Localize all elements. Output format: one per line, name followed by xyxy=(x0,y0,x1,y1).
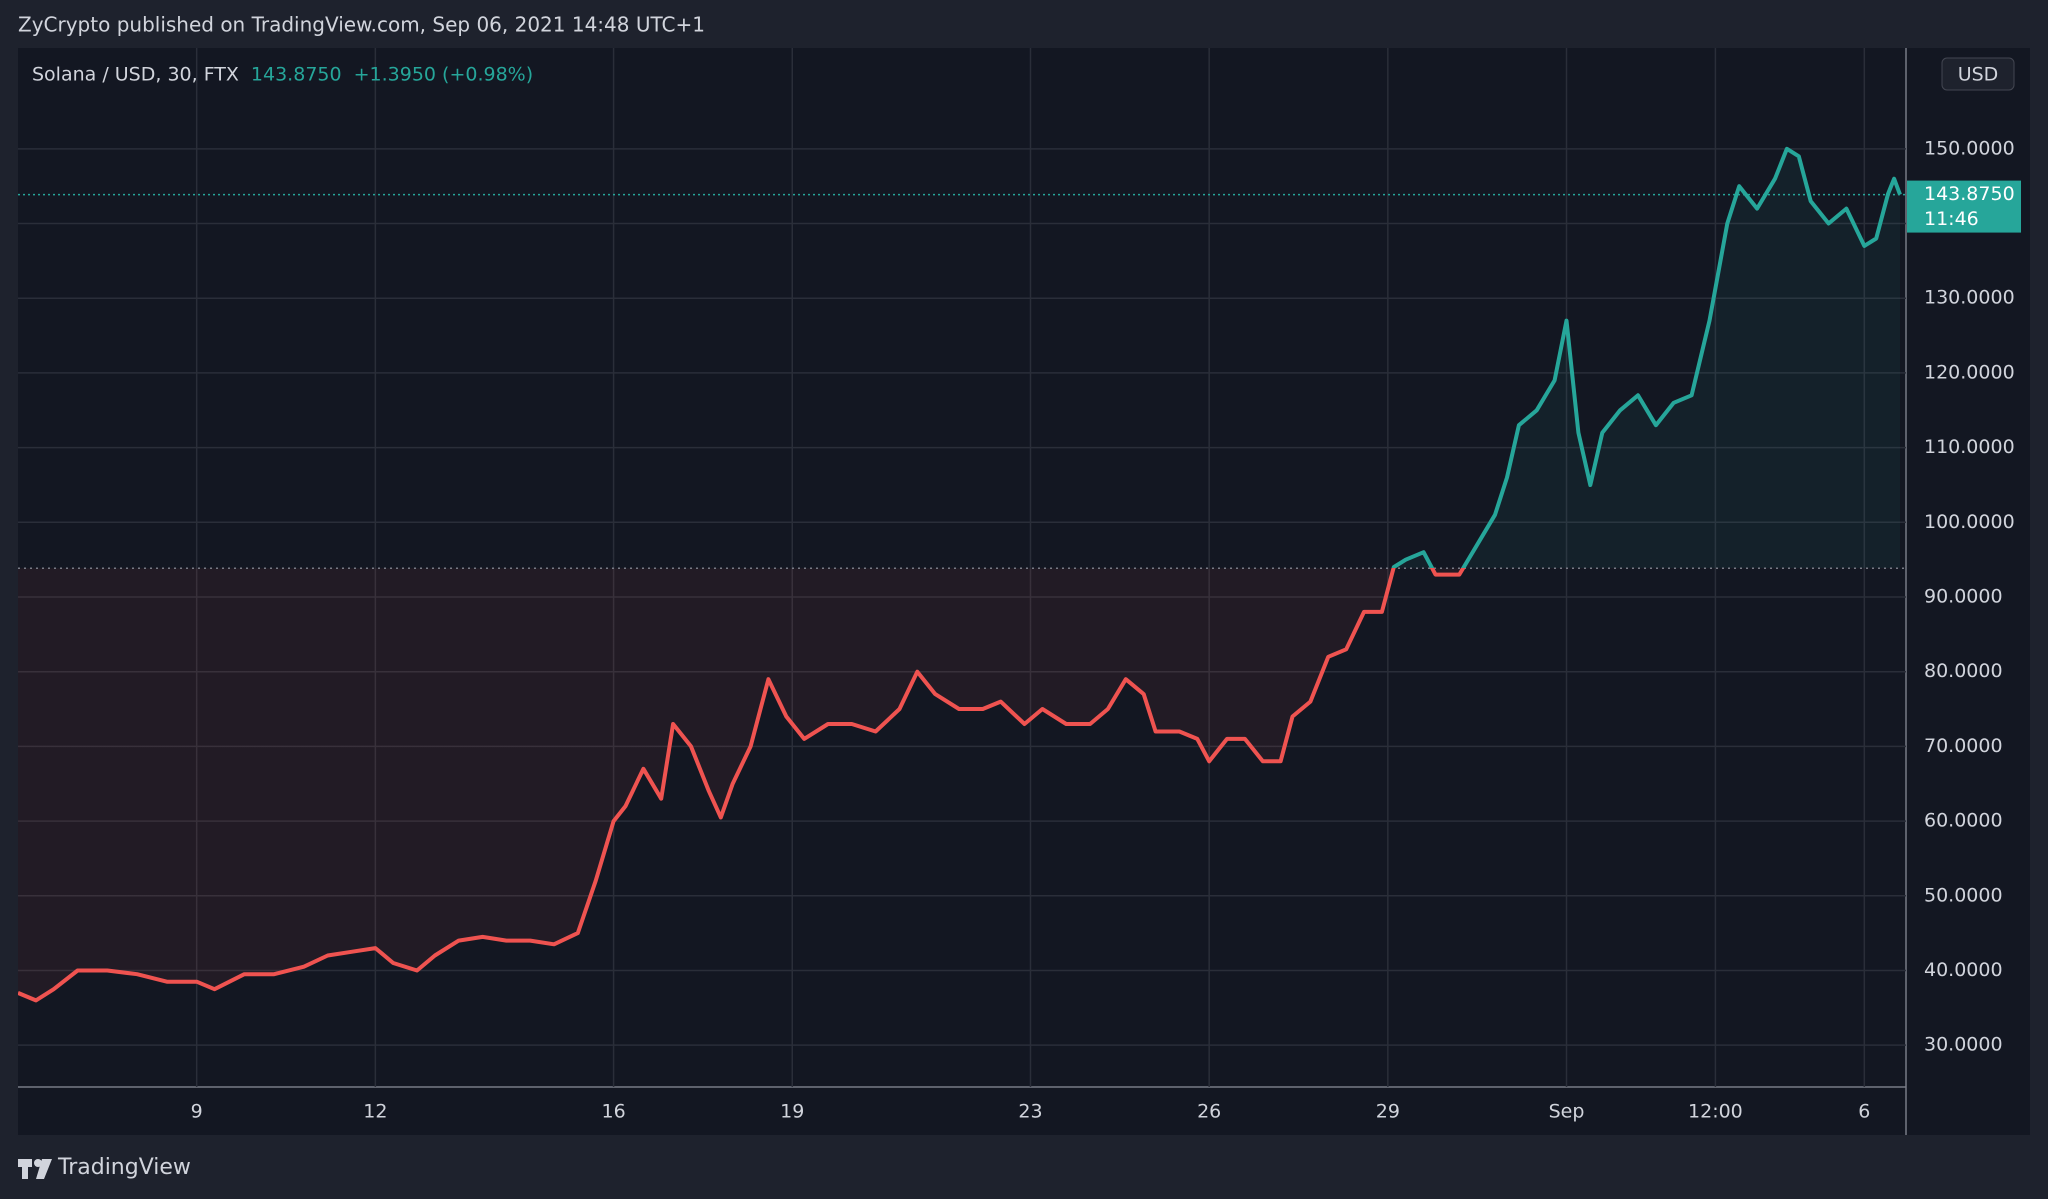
currency-label[interactable]: USD xyxy=(1958,64,1999,86)
y-tick-label: 110.0000 xyxy=(1924,436,2015,458)
y-tick-label: 40.0000 xyxy=(1924,959,2003,981)
y-tick-label: 70.0000 xyxy=(1924,735,2003,757)
y-tick-label: 130.0000 xyxy=(1924,287,2015,309)
publisher: ZyCrypto published on TradingView.com, S… xyxy=(18,13,705,37)
y-tick-label: 90.0000 xyxy=(1924,586,2003,608)
y-tick-label: 60.0000 xyxy=(1924,810,2003,832)
y-tick-label: 30.0000 xyxy=(1924,1034,2003,1056)
y-tick-label: 80.0000 xyxy=(1924,660,2003,682)
x-tick-label: 6 xyxy=(1858,1101,1870,1123)
countdown: 11:46 xyxy=(1924,208,1979,230)
x-tick-label: 29 xyxy=(1376,1101,1400,1123)
last-price-label: 143.8750 xyxy=(1924,183,2015,205)
x-tick-label: 12:00 xyxy=(1688,1101,1743,1123)
currency-button[interactable] xyxy=(1941,57,2015,91)
y-tick-label: 100.0000 xyxy=(1924,511,2015,533)
x-tick-label: 12 xyxy=(363,1101,387,1123)
y-tick-label: 50.0000 xyxy=(1924,884,2003,906)
x-tick-label: Sep xyxy=(1549,1101,1585,1123)
brand: TradingView xyxy=(57,1155,191,1180)
y-tick-label: 120.0000 xyxy=(1924,361,2015,383)
x-tick-label: 16 xyxy=(601,1101,625,1123)
x-tick-label: 26 xyxy=(1197,1101,1221,1123)
x-tick-label: 19 xyxy=(780,1101,804,1123)
price-line xyxy=(18,146,1902,1003)
symbol-title: Solana / USD, 30, FTX xyxy=(32,64,239,86)
header-price: 143.8750 xyxy=(251,64,342,86)
y-tick-label: 150.0000 xyxy=(1924,137,2015,159)
time-axis xyxy=(18,1087,1906,1135)
x-tick-label: 23 xyxy=(1018,1101,1042,1123)
baseline-area xyxy=(18,148,1900,1001)
header-change: +1.3950 (+0.98%) xyxy=(354,64,534,86)
x-tick-label: 9 xyxy=(191,1101,203,1123)
tv-logo xyxy=(18,1159,52,1179)
last-price-tag xyxy=(1907,180,2021,233)
